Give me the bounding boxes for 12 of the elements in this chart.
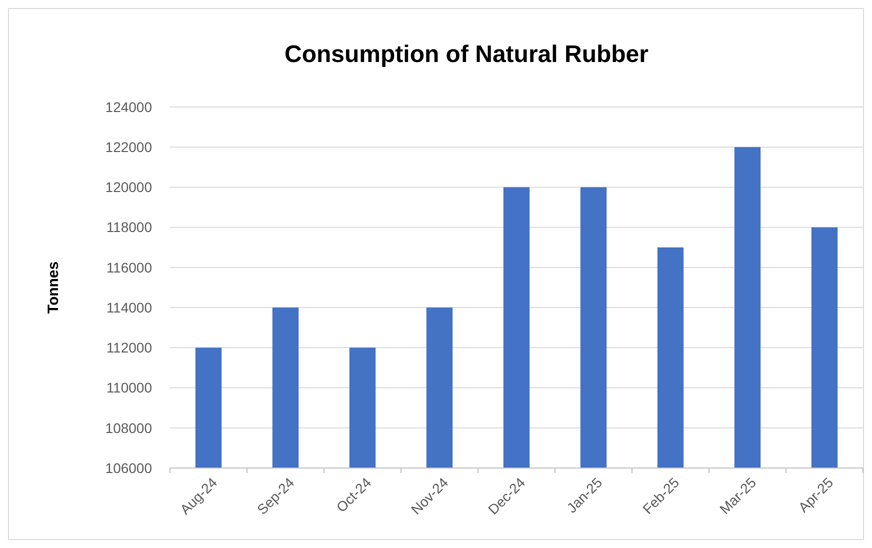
y-tick-label: 106000 <box>105 460 152 476</box>
y-tick-label: 116000 <box>106 259 152 276</box>
y-tick-label: 112000 <box>106 340 152 356</box>
y-axis-title: Tonnes <box>45 261 62 314</box>
y-tick-label: 110000 <box>106 380 152 396</box>
y-tick-label: 124000 <box>105 98 152 115</box>
y-tick-label: 120000 <box>105 179 152 196</box>
y-tick-label: 118000 <box>106 219 152 236</box>
y-tick-label: 114000 <box>106 299 152 316</box>
chart-title: Consumption of Natural Rubber <box>284 41 648 68</box>
y-tick-label: 108000 <box>105 420 152 436</box>
y-tick-label: 122000 <box>105 139 152 156</box>
